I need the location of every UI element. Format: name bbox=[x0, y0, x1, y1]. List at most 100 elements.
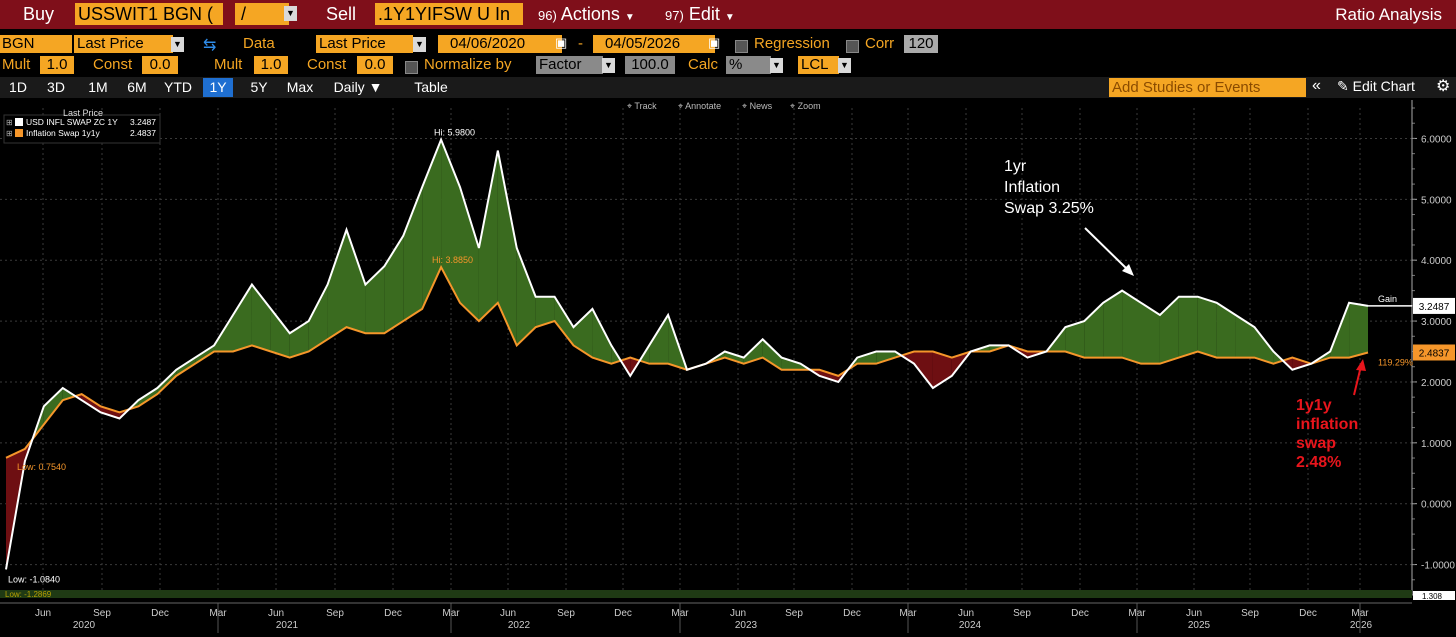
legend-box bbox=[3, 114, 161, 144]
calendar-icon[interactable]: ▣ bbox=[708, 35, 721, 50]
spread-fill bbox=[1178, 296, 1198, 358]
regression-label: Regression bbox=[754, 35, 830, 52]
y-tick-label: 1.0000 bbox=[1421, 439, 1452, 450]
x-tick-label: Dec bbox=[1071, 608, 1089, 619]
gear-icon[interactable]: ⚙ bbox=[1436, 78, 1451, 95]
spread-fill bbox=[138, 388, 158, 407]
tab-5y[interactable]: 5Y bbox=[250, 79, 268, 95]
x-tick-label: Sep bbox=[326, 608, 344, 619]
top-toolbar: Buy USSWIT1 BGN ( / ▼ Sell .1Y1YIFSW U I… bbox=[0, 0, 1456, 29]
note-1yr-swap-line: Swap 3.25% bbox=[1004, 200, 1094, 217]
ratio-panel bbox=[0, 590, 1412, 598]
legend-expand-icon[interactable]: ⊞ bbox=[6, 118, 13, 127]
arrow-line-white bbox=[1084, 227, 1129, 271]
collapse-icon[interactable]: « bbox=[1312, 77, 1321, 94]
x-tick-label: Jun bbox=[268, 608, 284, 619]
spread-fill bbox=[535, 296, 555, 328]
chevron-down-icon[interactable]: ▼ bbox=[171, 37, 184, 52]
tab-6m[interactable]: 6M bbox=[127, 79, 147, 95]
series-line-inflation-swap-1y1y bbox=[5, 264, 1369, 459]
spread-fill bbox=[1235, 314, 1255, 358]
arrowhead-red bbox=[1356, 359, 1366, 371]
spread-fill bbox=[876, 351, 896, 364]
spread-fill bbox=[478, 150, 498, 322]
start-date-input[interactable]: 04/06/2020 bbox=[438, 35, 562, 53]
spread-fill bbox=[1159, 296, 1179, 364]
const1-input[interactable]: 0.0 bbox=[142, 56, 178, 74]
note-1yr-swap-line: Inflation bbox=[1004, 179, 1060, 196]
spread-fill bbox=[100, 406, 120, 419]
chevron-down-icon[interactable]: ▼ bbox=[838, 58, 851, 73]
const2-input[interactable]: 0.0 bbox=[357, 56, 393, 74]
legend-swatch bbox=[15, 118, 23, 126]
x-tick-label: Dec bbox=[151, 608, 169, 619]
tab-daily[interactable]: Daily ▼ bbox=[333, 79, 383, 95]
ticker2-input[interactable]: .1Y1YIFSW U In bbox=[375, 3, 523, 25]
spread-fill bbox=[1197, 296, 1217, 358]
chart-tool-news[interactable]: ⌖ News bbox=[742, 101, 773, 111]
tab-1y[interactable]: 1Y bbox=[203, 78, 233, 97]
spread-fill bbox=[743, 339, 763, 364]
edit-chart-button[interactable]: ✎ Edit Chart bbox=[1337, 78, 1415, 95]
spread-fill bbox=[289, 321, 309, 358]
factor-input[interactable]: 100.0 bbox=[625, 56, 675, 74]
spread-fill bbox=[762, 339, 782, 370]
chart-tool-annotate[interactable]: ⌖ Annotate bbox=[678, 101, 721, 111]
x-tick-label: Jun bbox=[958, 608, 974, 619]
calc-label: Calc bbox=[688, 56, 719, 73]
last-value-orange: 2.4837 bbox=[1419, 348, 1450, 359]
add-studies-input[interactable]: Add Studies or Events bbox=[1109, 78, 1306, 97]
orange-high-label: Hi: 3.8850 bbox=[432, 255, 473, 265]
regression-checkbox[interactable] bbox=[735, 37, 748, 54]
ratio-last-value: 1.308 bbox=[1422, 592, 1443, 601]
calc-select[interactable]: % bbox=[726, 56, 771, 74]
end-date-input[interactable]: 04/05/2026 bbox=[593, 35, 715, 53]
swap-icon[interactable]: ⇆ bbox=[203, 37, 217, 54]
price-chart[interactable]: 6.0000 5.0000 4.0000 3.0000 2.0000 1.0000 0.00… bbox=[0, 98, 1456, 637]
x-year-label: 2026 bbox=[1350, 620, 1373, 631]
actions-label: Actions bbox=[560, 4, 620, 24]
edit-menu[interactable]: 97) Edit ▼ bbox=[665, 4, 735, 25]
tab-table[interactable]: Table bbox=[414, 79, 448, 95]
calendar-icon[interactable]: ▣ bbox=[555, 35, 568, 50]
actions-number: 96) bbox=[538, 8, 557, 23]
legend-swatch bbox=[15, 129, 23, 137]
chevron-down-icon[interactable]: ▼ bbox=[284, 6, 297, 21]
chevron-down-icon[interactable]: ▼ bbox=[602, 58, 615, 73]
spread-fill bbox=[43, 388, 63, 425]
corr-checkbox[interactable] bbox=[846, 37, 859, 54]
mult1-input[interactable]: 1.0 bbox=[40, 56, 74, 74]
note-1y1y-swap-line: swap bbox=[1296, 435, 1336, 452]
chart-tool-zoom[interactable]: ⌖ Zoom bbox=[790, 101, 821, 111]
chart-tool-track[interactable]: ⌖ Track bbox=[627, 101, 657, 111]
operator-select[interactable]: / bbox=[235, 3, 289, 25]
x-year-label: 2022 bbox=[508, 620, 531, 631]
tab-3d[interactable]: 3D bbox=[47, 79, 65, 95]
chevron-down-icon[interactable]: ▼ bbox=[413, 37, 426, 52]
spread-fill bbox=[1216, 302, 1236, 358]
normalize-select[interactable]: Factor bbox=[536, 56, 603, 74]
legend-expand-icon[interactable]: ⊞ bbox=[6, 129, 13, 138]
spread-fill bbox=[1254, 327, 1274, 364]
y-tick-label: 0.0000 bbox=[1421, 500, 1452, 511]
tab-1m[interactable]: 1M bbox=[88, 79, 108, 95]
corr-window-input[interactable]: 120 bbox=[904, 35, 938, 53]
mult2-input[interactable]: 1.0 bbox=[254, 56, 288, 74]
field1-select[interactable]: Last Price bbox=[74, 35, 173, 53]
tab-ytd[interactable]: YTD bbox=[164, 79, 192, 95]
timeframe-bar bbox=[0, 77, 1456, 98]
tab-1d[interactable]: 1D bbox=[9, 79, 27, 95]
actions-menu[interactable]: 96) Actions ▼ bbox=[538, 4, 635, 25]
currency-select[interactable]: LCL bbox=[798, 56, 839, 74]
y-tick-label: -1.0000 bbox=[1421, 561, 1455, 572]
tab-max[interactable]: Max bbox=[286, 79, 314, 95]
spread-fill bbox=[270, 308, 290, 358]
legend-title: Last Price bbox=[63, 108, 103, 118]
ratio-percent-label: 119.29% bbox=[1378, 357, 1413, 367]
field2-select[interactable]: Last Price bbox=[316, 35, 413, 53]
source-field[interactable]: BGN bbox=[0, 35, 72, 53]
chevron-down-icon[interactable]: ▼ bbox=[770, 58, 783, 73]
spread-fill bbox=[346, 229, 366, 334]
normalize-checkbox[interactable] bbox=[405, 58, 418, 75]
ticker1-input[interactable]: USSWIT1 BGN ( bbox=[75, 3, 223, 25]
